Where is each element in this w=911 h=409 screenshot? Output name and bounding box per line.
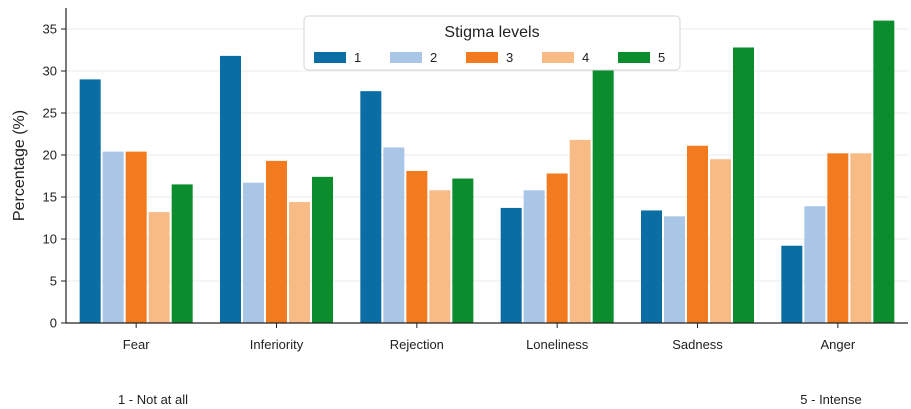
legend-swatch-5 <box>618 52 650 63</box>
y-tick-label: 20 <box>43 148 57 163</box>
x-tick-label: Fear <box>123 337 150 352</box>
bar-inferiority-level-3 <box>266 160 287 323</box>
x-tick-label: Loneliness <box>526 337 589 352</box>
bar-loneliness-level-4 <box>569 139 591 323</box>
bar-rejection-level-2 <box>383 147 405 323</box>
legend-label-1: 1 <box>354 50 361 65</box>
bar-rejection-level-5 <box>452 178 474 323</box>
legend-title: Stigma levels <box>444 24 539 41</box>
legend-swatch-4 <box>542 52 574 63</box>
legend-items: 1 2 3 4 5 <box>314 50 665 65</box>
y-tick-label: 10 <box>43 232 57 247</box>
y-tick-label: 0 <box>50 316 57 331</box>
y-tick-label: 15 <box>43 190 57 205</box>
legend-swatch-1 <box>314 52 346 63</box>
legend-swatch-2 <box>390 52 422 63</box>
bar-sadness-level-1 <box>641 210 662 323</box>
x-tick-label: Anger <box>820 337 855 352</box>
bar-rejection-level-4 <box>429 190 451 323</box>
bar-anger-level-2 <box>804 206 826 323</box>
bar-loneliness-level-2 <box>523 190 545 323</box>
legend: Stigma levels 1 2 3 4 5 <box>303 15 681 71</box>
y-axis-title: Percentage (%) <box>11 110 28 221</box>
x-tick-label: Inferiority <box>250 337 304 352</box>
bar-sadness-level-2 <box>664 216 685 323</box>
legend-swatch-3 <box>466 52 498 63</box>
y-tick-label: 30 <box>43 64 57 79</box>
bar-fear-level-3 <box>125 151 147 323</box>
bar-inferiority-level-2 <box>243 182 264 323</box>
bar-rejection-level-1 <box>360 91 382 323</box>
x-tick-label: Rejection <box>390 337 444 352</box>
bar-sadness-level-5 <box>733 47 754 323</box>
bar-rejection-level-3 <box>406 170 428 323</box>
scale-low-annotation: 1 - Not at all <box>118 392 188 407</box>
bar-loneliness-level-3 <box>546 173 568 323</box>
bar-fear-level-5 <box>171 184 193 323</box>
gridlines <box>66 28 908 282</box>
y-tick-label: 5 <box>50 274 57 289</box>
legend-label-5: 5 <box>658 50 665 65</box>
y-ticks: 0 5 10 15 20 25 30 35 <box>43 22 66 331</box>
bar-loneliness-level-1 <box>500 207 522 323</box>
bar-anger-level-5 <box>873 20 895 323</box>
bar-sadness-level-3 <box>687 145 708 323</box>
legend-label-4: 4 <box>582 50 589 65</box>
bar-fear-level-4 <box>148 212 170 323</box>
bar-inferiority-level-5 <box>312 176 333 323</box>
legend-label-2: 2 <box>430 50 437 65</box>
bar-anger-level-3 <box>827 153 849 323</box>
bar-anger-level-4 <box>850 153 872 323</box>
scale-high-annotation: 5 - Intense <box>800 392 861 407</box>
legend-label-3: 3 <box>506 50 513 65</box>
bar-loneliness-level-5 <box>592 67 614 323</box>
bar-anger-level-1 <box>781 245 803 323</box>
y-tick-label: 25 <box>43 106 57 121</box>
bar-inferiority-level-4 <box>289 202 310 323</box>
x-ticks: Fear Inferiority Rejection Loneliness Sadnes… <box>123 323 856 352</box>
bar-inferiority-level-1 <box>220 55 241 323</box>
bars <box>79 20 895 324</box>
y-tick-label: 35 <box>43 22 57 37</box>
bar-fear-level-1 <box>79 79 101 324</box>
x-tick-label: Sadness <box>672 337 723 352</box>
bar-fear-level-2 <box>102 151 124 323</box>
bar-sadness-level-4 <box>710 159 731 323</box>
axes <box>65 8 908 324</box>
